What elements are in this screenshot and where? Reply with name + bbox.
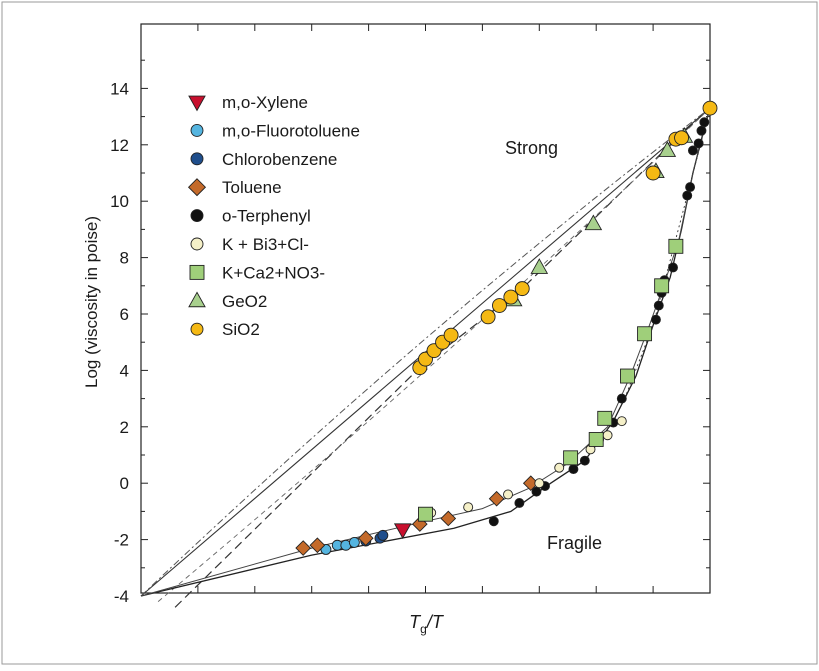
y-tick-label: -2 bbox=[114, 531, 129, 550]
data-point bbox=[514, 281, 530, 297]
legend-label: o-Terphenyl bbox=[222, 207, 311, 226]
data-point bbox=[563, 450, 579, 466]
y-tick-label: 8 bbox=[120, 249, 129, 268]
data-point bbox=[658, 141, 677, 157]
series-toluene bbox=[295, 475, 539, 556]
data-point bbox=[668, 262, 678, 273]
data-point bbox=[418, 506, 433, 522]
data-point bbox=[488, 490, 505, 507]
fragile-label: Fragile bbox=[547, 533, 602, 553]
data-point bbox=[696, 125, 707, 136]
y-tick-label: 12 bbox=[110, 136, 129, 155]
data-point bbox=[645, 165, 661, 181]
legend-label: K + Bi3+Cl- bbox=[222, 235, 309, 254]
data-point bbox=[568, 464, 579, 475]
data-point bbox=[702, 100, 718, 116]
data-point bbox=[443, 327, 459, 343]
legend-marker bbox=[190, 322, 204, 336]
y-tick-labels: 14 12 10 8 6 4 2 0 -2 -4 bbox=[110, 79, 129, 606]
y-tick-label: 14 bbox=[110, 79, 129, 98]
data-point bbox=[480, 309, 496, 325]
series-m-o-fluorotoluene bbox=[320, 536, 360, 555]
data-point bbox=[309, 537, 326, 554]
data-point bbox=[348, 536, 360, 548]
data-point bbox=[554, 462, 565, 473]
series-m-o-xylene bbox=[393, 523, 412, 540]
data-point bbox=[530, 258, 549, 274]
legend-label: SiO2 bbox=[222, 320, 260, 339]
data-point bbox=[597, 410, 613, 426]
legend-label: m,o-Xylene bbox=[222, 93, 308, 112]
legend-label: K+Ca2+NO3- bbox=[222, 263, 325, 282]
legend: m,o-Xylene m,o-Fluorotoluene Chlorobenzene… bbox=[187, 93, 360, 339]
legend-label: GeO2 bbox=[222, 292, 267, 311]
legend-marker bbox=[189, 264, 205, 280]
data-point bbox=[377, 529, 389, 541]
fragile-dotted-curve bbox=[624, 107, 711, 399]
y-axis-label: Log (viscosity in poise) bbox=[82, 216, 101, 388]
data-point bbox=[654, 278, 670, 294]
data-point bbox=[674, 130, 689, 146]
data-point bbox=[411, 516, 428, 532]
y-tick-label: 10 bbox=[110, 192, 129, 211]
legend-marker bbox=[187, 178, 207, 197]
legend-marker bbox=[190, 152, 204, 166]
data-points bbox=[295, 100, 718, 556]
legend-label: m,o-Fluorotoluene bbox=[222, 121, 360, 140]
legend-label: Chlorobenzene bbox=[222, 150, 337, 169]
legend-marker bbox=[188, 95, 206, 112]
data-point bbox=[616, 416, 627, 427]
axis-ticks bbox=[141, 24, 710, 593]
data-point bbox=[616, 393, 627, 404]
geo2-dashdot-line bbox=[140, 107, 711, 597]
y-tick-label: 6 bbox=[120, 305, 129, 324]
data-point bbox=[637, 326, 653, 342]
data-point bbox=[699, 117, 710, 128]
data-point bbox=[668, 238, 684, 254]
data-point bbox=[492, 298, 507, 313]
data-point bbox=[295, 540, 312, 556]
data-point bbox=[503, 289, 519, 305]
data-point bbox=[393, 523, 412, 540]
data-point bbox=[685, 182, 696, 193]
data-point bbox=[463, 502, 474, 513]
data-point bbox=[357, 530, 374, 547]
data-point bbox=[653, 300, 664, 311]
data-point bbox=[488, 516, 499, 527]
data-point bbox=[531, 486, 542, 497]
data-point bbox=[584, 214, 603, 231]
y-tick-label: 2 bbox=[120, 418, 129, 437]
data-point bbox=[682, 190, 693, 201]
y-tick-label: 4 bbox=[120, 361, 129, 380]
data-point bbox=[579, 455, 590, 466]
data-point bbox=[650, 314, 661, 325]
y-tick-label: 0 bbox=[120, 474, 129, 493]
data-point bbox=[687, 145, 698, 156]
data-point bbox=[620, 368, 635, 384]
y-tick-label: -4 bbox=[114, 587, 129, 606]
series-k-ca2-no3- bbox=[418, 238, 684, 522]
data-point bbox=[693, 138, 704, 149]
data-point bbox=[602, 430, 613, 441]
data-point bbox=[534, 478, 545, 489]
data-point bbox=[440, 510, 457, 527]
strong-label: Strong bbox=[505, 138, 558, 158]
data-point bbox=[588, 432, 604, 447]
legend-marker bbox=[190, 123, 204, 137]
legend-marker bbox=[190, 237, 204, 251]
legend-label: Toluene bbox=[222, 178, 282, 197]
thin-dashed-line bbox=[157, 107, 711, 602]
series-sio2 bbox=[412, 100, 718, 376]
data-point bbox=[503, 489, 513, 500]
legend-marker bbox=[188, 291, 206, 308]
legend-marker bbox=[190, 209, 204, 223]
data-point bbox=[514, 497, 525, 508]
